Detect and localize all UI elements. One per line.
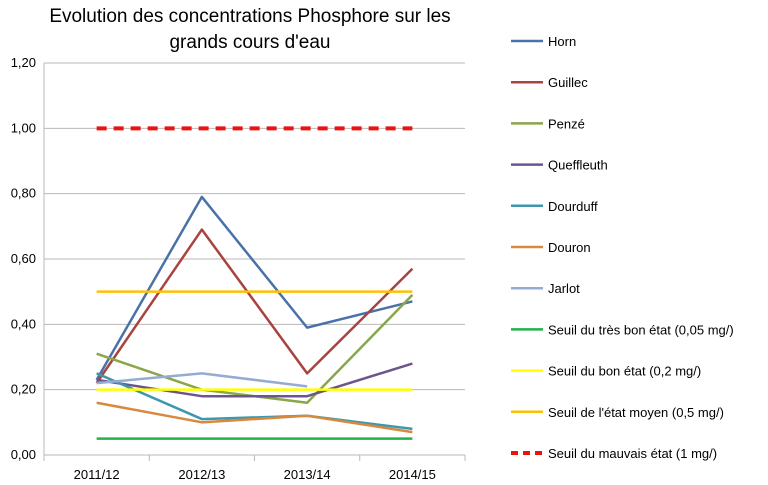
x-tick-label: 2011/12 — [74, 467, 120, 482]
y-tick-label: 0,00 — [11, 447, 36, 462]
y-tick-label: 0,40 — [11, 316, 36, 331]
y-tick-label: 0,60 — [11, 251, 36, 266]
legend-label: Horn — [548, 34, 576, 49]
y-tick-label: 1,20 — [11, 55, 36, 70]
legend-label: Dourduff — [548, 199, 598, 214]
y-tick-label: 1,00 — [11, 120, 36, 135]
series-line — [95, 195, 413, 381]
legend-label: Jarlot — [548, 281, 580, 296]
axes: 0,00 0,20 0,40 0,60 0,80 1,00 1,20 2011/12 2012/… — [11, 55, 466, 482]
x-tick-label: 2012/13 — [178, 467, 225, 482]
legend-label: Seuil du mauvais état (1 mg/) — [548, 446, 717, 461]
legend-label: Douron — [548, 240, 591, 255]
legend-label: Penzé — [548, 116, 585, 131]
y-tick-label: 0,20 — [11, 382, 36, 397]
series-line — [96, 372, 308, 388]
x-tick-label: 2013/14 — [284, 467, 331, 482]
legend-label: Guillec — [548, 75, 588, 90]
series-line — [95, 228, 414, 384]
series-lines — [95, 126, 414, 440]
series-line — [96, 401, 413, 434]
legend-label: Seuil du bon état (0,2 mg/) — [548, 364, 701, 379]
series-line — [96, 372, 413, 431]
legend-label: Seuil de l'état moyen (0,5 mg/) — [548, 405, 724, 420]
chart-title: Evolution des concentrations Phosphore s… — [40, 4, 460, 56]
x-tick-label: 2014/15 — [389, 467, 436, 482]
y-tick-label: 0,80 — [11, 186, 36, 201]
chart-title-line-1: Evolution des concentrations Phosphore s… — [49, 6, 451, 27]
legend-label: Queffleuth — [548, 158, 608, 173]
legend: Horn Guillec Penzé Queffleuth Dourduff Douron… — [511, 34, 734, 461]
chart-title-line-2: grands cours d'eau — [169, 32, 331, 53]
legend-label: Seuil du très bon état (0,05 mg/) — [548, 322, 734, 337]
series-line — [96, 362, 413, 398]
